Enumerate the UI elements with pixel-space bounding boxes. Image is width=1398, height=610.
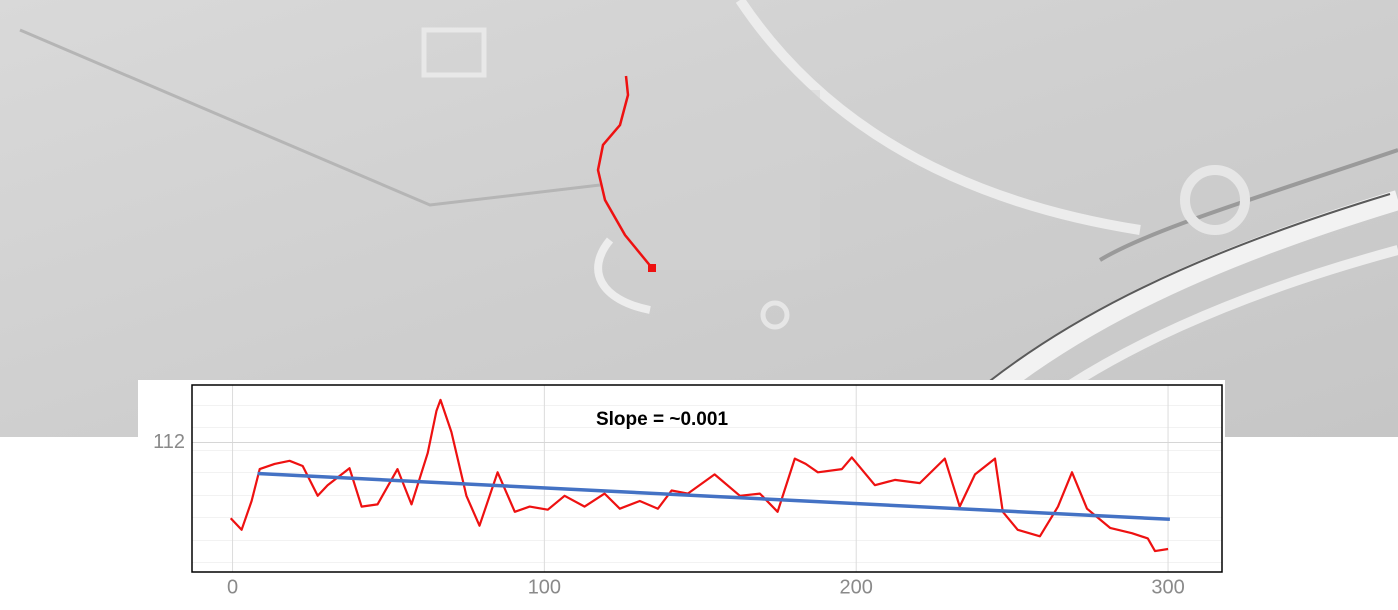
hillshade-map [0,0,1398,437]
page: Slope = ~0.001 0100200300112 {"chart_dat… [0,0,1398,610]
chart-title: Slope = ~0.001 [596,409,728,430]
x-tick-label: 100 [528,576,561,598]
x-tick-label: 0 [227,576,238,598]
route-end [648,264,656,272]
x-tick-label: 200 [840,576,873,598]
x-tick-label: 300 [1151,576,1184,598]
figure: Slope = ~0.001 0 100 200 300 112 [0,0,1398,610]
y-tick-label: 112 [153,431,185,453]
